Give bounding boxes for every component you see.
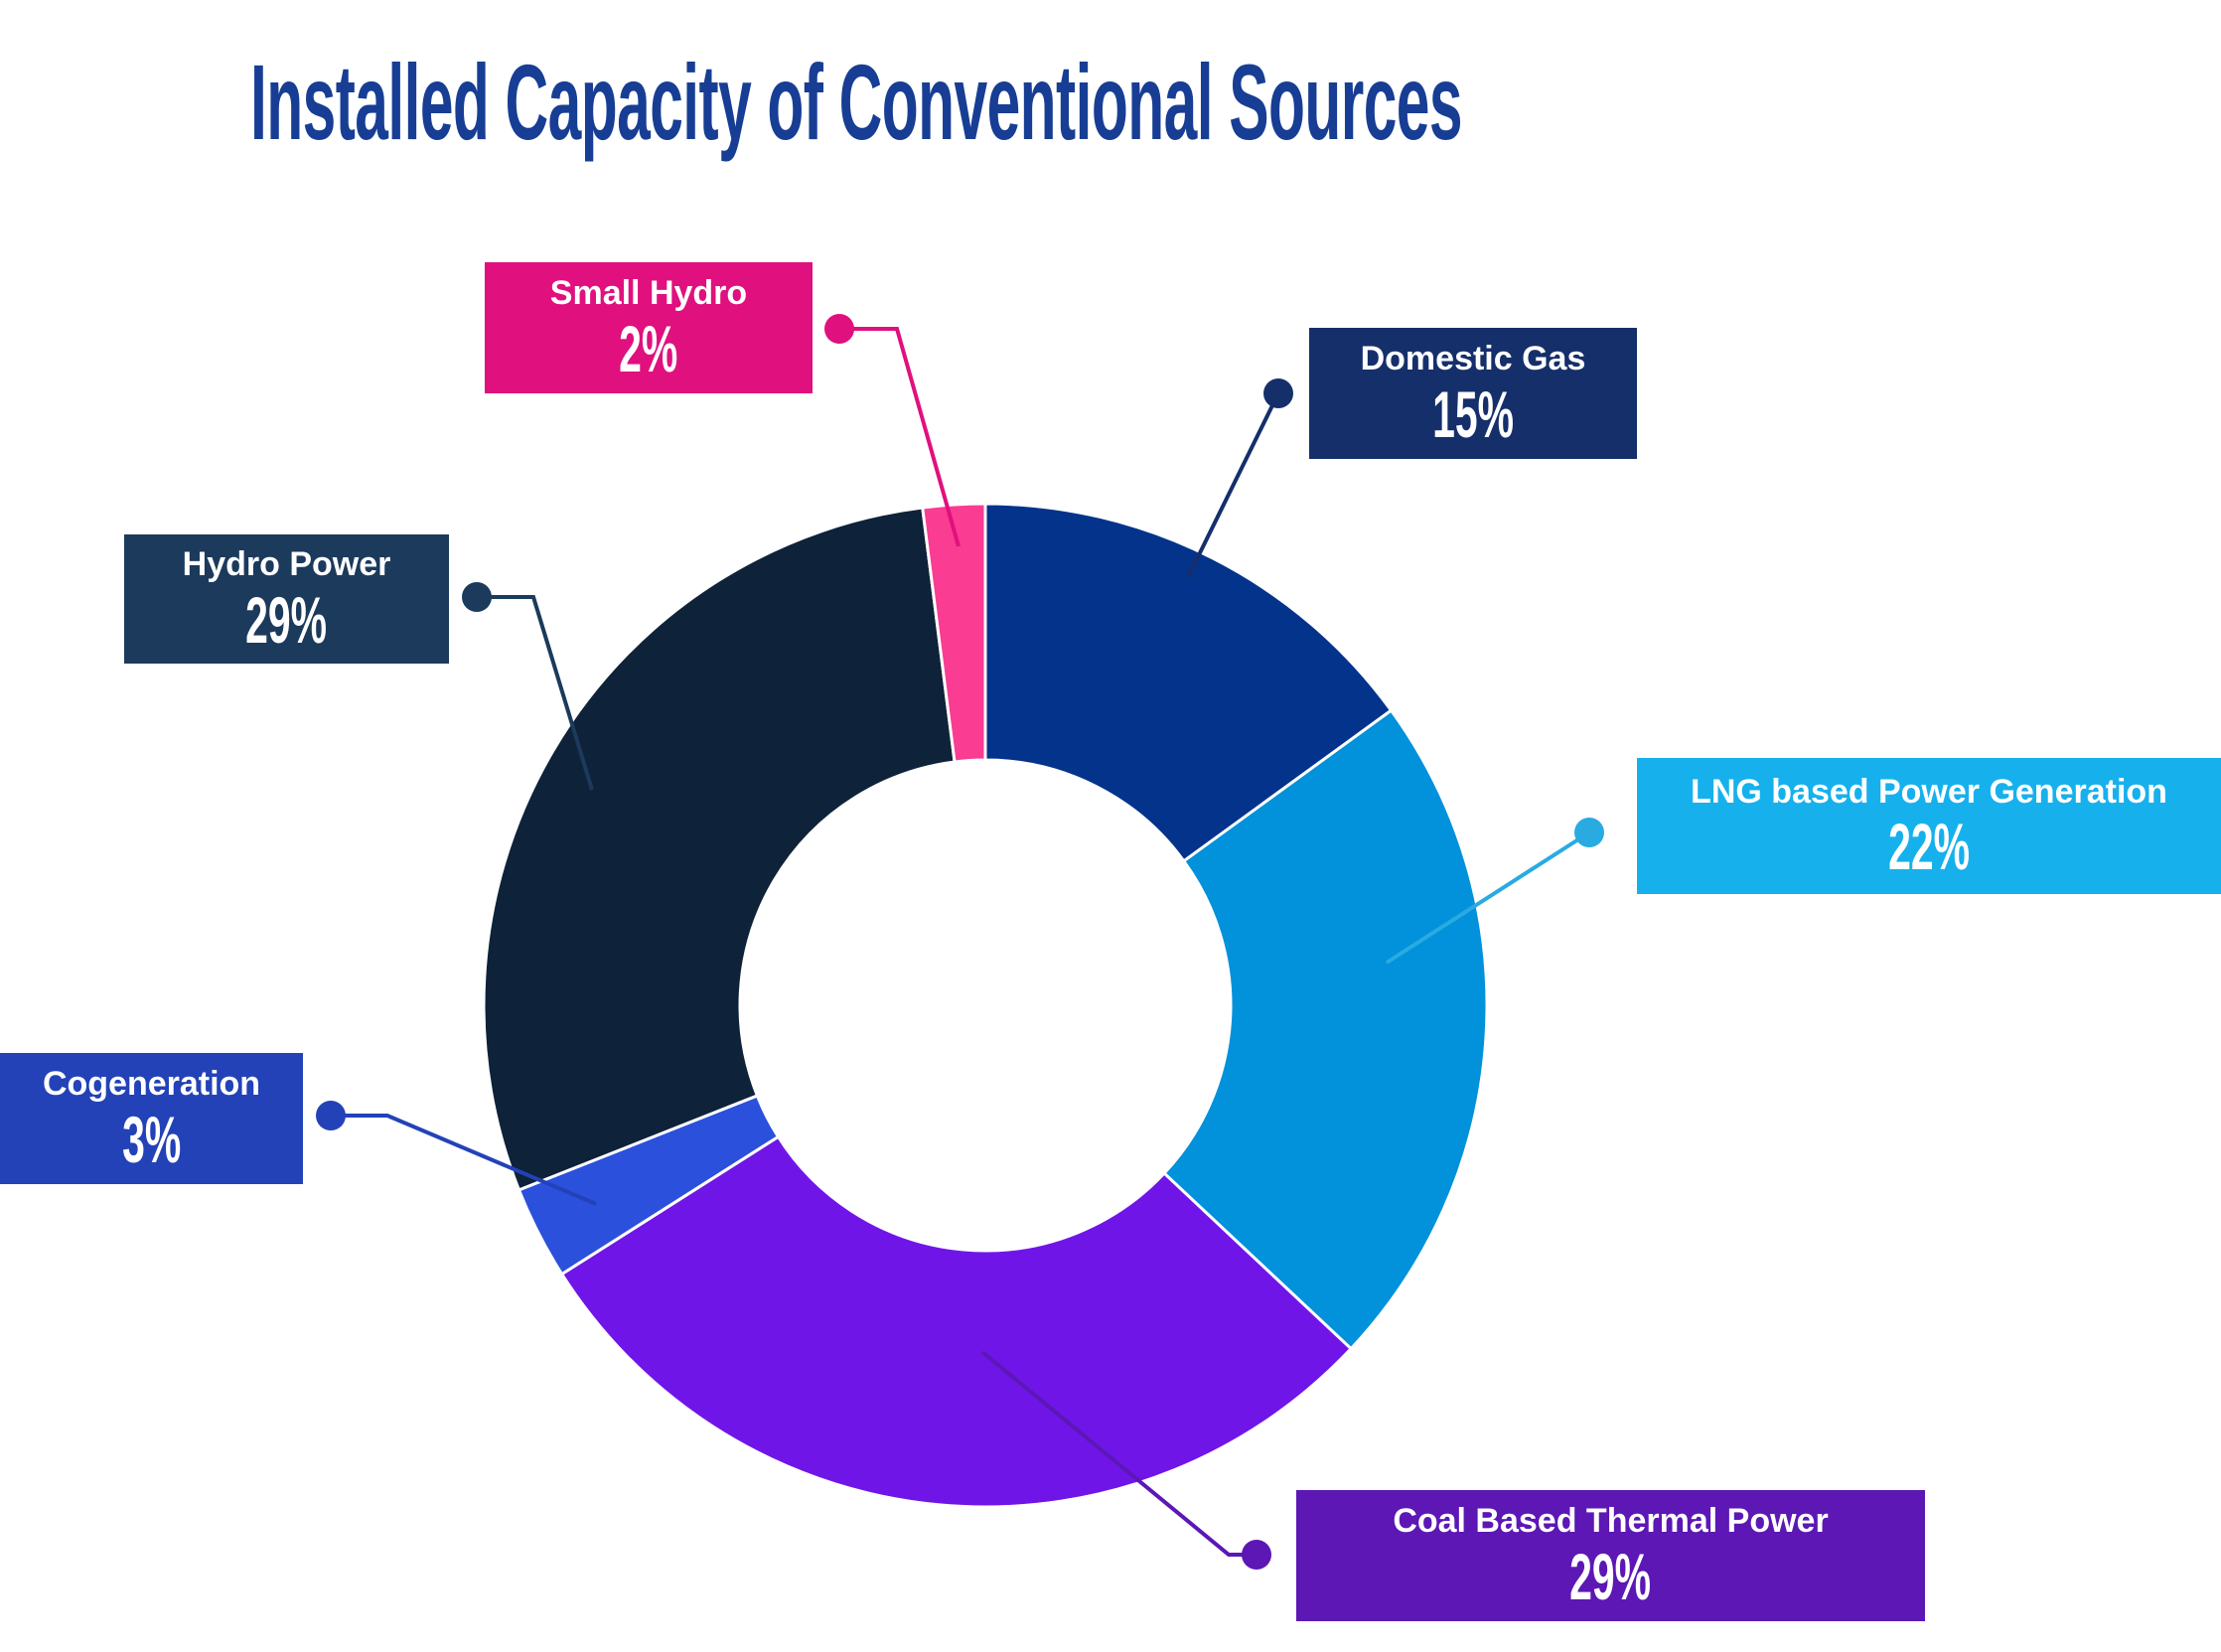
leader-line-small-hydro <box>839 327 961 547</box>
donut-slice-coal-based-thermal-power <box>560 1134 1353 1509</box>
callout-small-hydro: Small Hydro 2% <box>485 262 813 393</box>
leader-line-cogeneration <box>331 1114 597 1206</box>
callout-coal-label: Coal Based Thermal Power <box>1393 1502 1829 1541</box>
leader-line-lng <box>1385 830 1591 965</box>
leader-dot-domestic-gas <box>1263 378 1293 408</box>
leader-dot-lng <box>1574 818 1604 847</box>
leader-line-domestic-gas <box>1186 392 1280 578</box>
callout-coal-percent: 29% <box>1569 1539 1652 1613</box>
leader-line-hydro-power <box>477 595 594 791</box>
callout-domestic-gas-percent: 15% <box>1432 376 1514 451</box>
callout-cogeneration-label: Cogeneration <box>42 1065 261 1104</box>
callout-hydro-power-percent: 29% <box>245 582 328 657</box>
donut-slice-lng-based-power-generation <box>1162 708 1489 1351</box>
donut-slice-small-hydro <box>921 502 987 764</box>
donut-slice-domestic-gas <box>983 502 1394 863</box>
callout-domestic-gas: Domestic Gas 15% <box>1309 328 1637 459</box>
callout-lng: LNG based Power Generation 22% <box>1637 758 2221 894</box>
callout-cogeneration: Cogeneration 3% <box>0 1053 303 1184</box>
callout-small-hydro-percent: 2% <box>619 311 678 385</box>
callout-coal: Coal Based Thermal Power 29% <box>1296 1490 1925 1621</box>
donut-slice-hydro-power <box>482 506 957 1192</box>
callout-domestic-gas-label: Domestic Gas <box>1360 340 1586 378</box>
callout-leader-lines <box>331 327 1591 1557</box>
callout-hydro-power-label: Hydro Power <box>182 545 391 584</box>
leader-dot-cogeneration <box>316 1101 346 1130</box>
chart-title: Installed Capacity of Conventional Sourc… <box>250 42 1463 162</box>
callout-small-hydro-label: Small Hydro <box>549 274 748 313</box>
leader-dot-coal <box>1242 1540 1271 1570</box>
leader-dot-small-hydro <box>824 314 854 344</box>
callout-lng-percent: 22% <box>1888 810 1970 884</box>
callout-hydro-power: Hydro Power 29% <box>124 534 449 664</box>
leader-dot-hydro-power <box>462 582 492 612</box>
donut-slices <box>482 502 1489 1509</box>
callout-lng-label: LNG based Power Generation <box>1691 772 2167 811</box>
callout-dots <box>316 314 1604 1570</box>
callout-cogeneration-percent: 3% <box>121 1102 182 1176</box>
